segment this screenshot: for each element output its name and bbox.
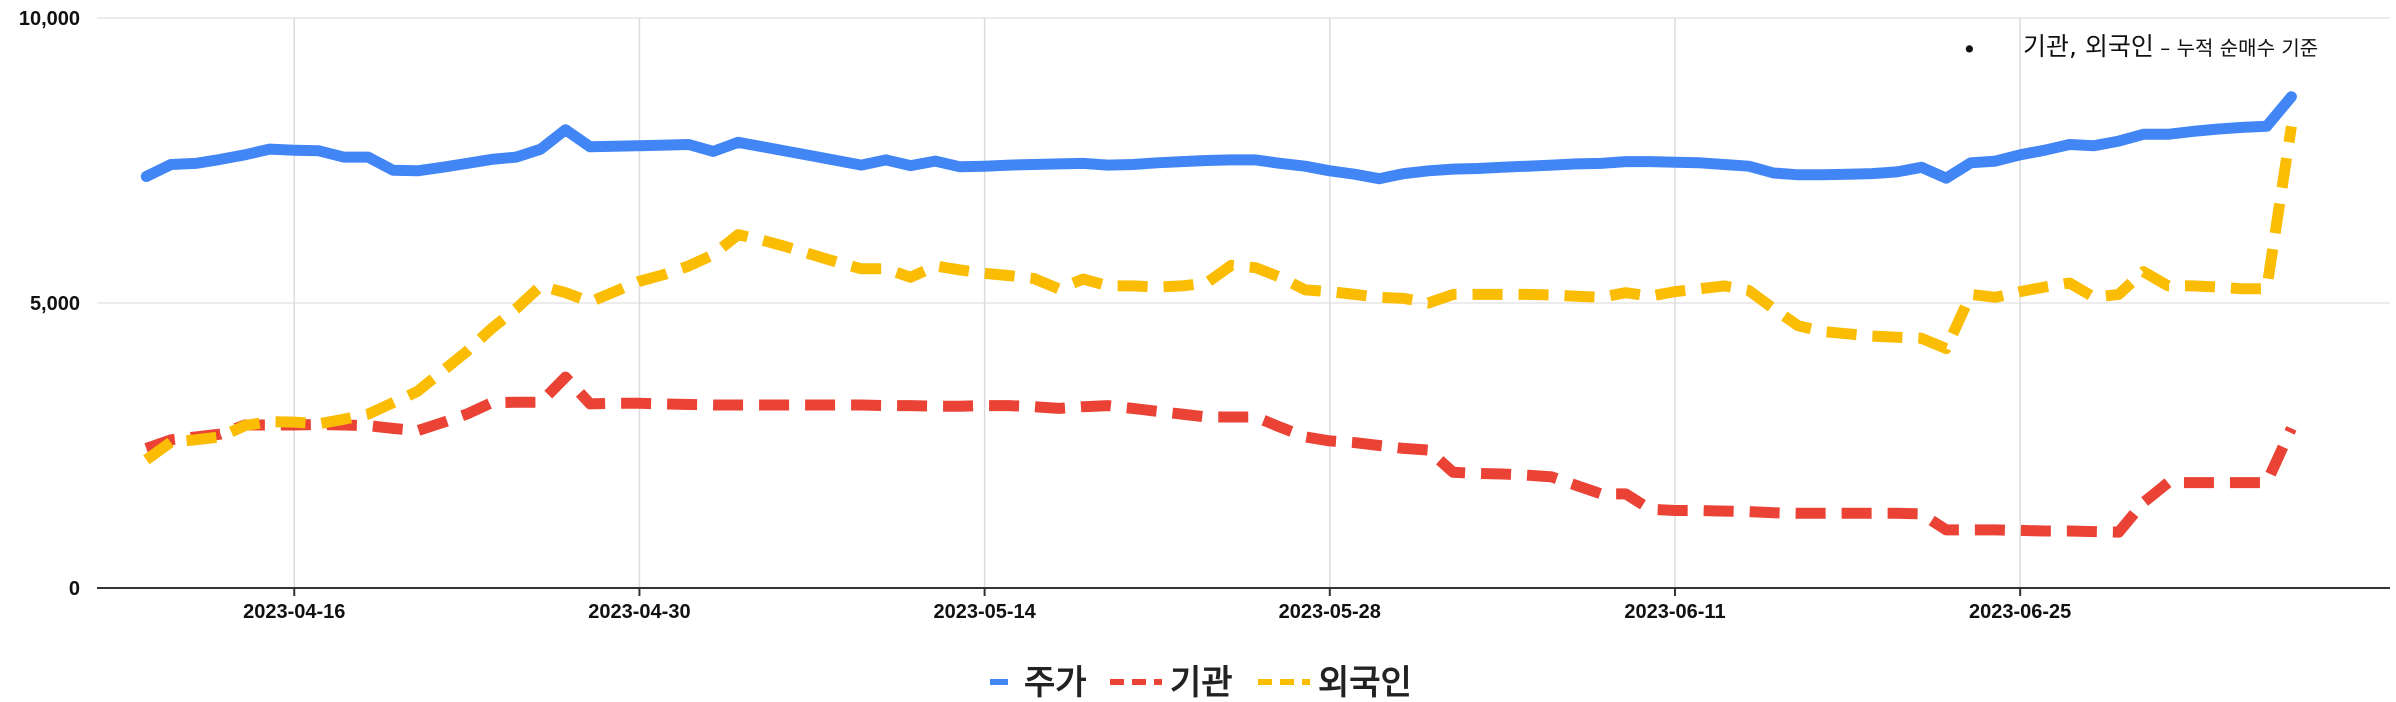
x-tick-label: 2023-05-28 — [1279, 601, 1381, 623]
y-tick-label: 5,000 — [30, 293, 80, 315]
series-line-institution — [144, 371, 2297, 538]
annotation: • 기관, 외국인 – 누적 순매수 기준 — [1962, 32, 2318, 64]
annotation-main: 기관, 외국인 — [2023, 32, 2154, 61]
axes: 0 5,000 10,000 2023-04-16 2023-04-30 2023-05-… — [19, 8, 2390, 623]
y-tick-label: 10,000 — [19, 8, 80, 30]
annotation-bullet: • — [1962, 35, 1977, 64]
x-tick-label: 2023-06-25 — [1969, 601, 2071, 623]
x-tick-label: 2023-05-14 — [933, 601, 1036, 623]
annotation-sub: – 누적 순매수 기준 — [2154, 36, 2318, 60]
legend: 주가 기관 외국인 — [990, 663, 1412, 702]
y-tick-label: 0 — [69, 578, 80, 600]
series-lines — [140, 91, 2297, 538]
x-tick-label: 2023-06-11 — [1624, 601, 1725, 623]
legend-label: 주가 — [1024, 663, 1087, 702]
legend-label: 외국인 — [1318, 663, 1412, 702]
series-line-foreign — [143, 125, 2297, 465]
grid — [97, 17, 2390, 588]
legend-label: 기관 — [1170, 663, 1233, 702]
series-line-price — [140, 91, 2297, 185]
x-tick-label: 2023-04-16 — [243, 601, 345, 623]
annotation-text: 기관, 외국인 – 누적 순매수 기준 — [2023, 32, 2318, 61]
x-tick-label: 2023-04-30 — [588, 601, 690, 623]
